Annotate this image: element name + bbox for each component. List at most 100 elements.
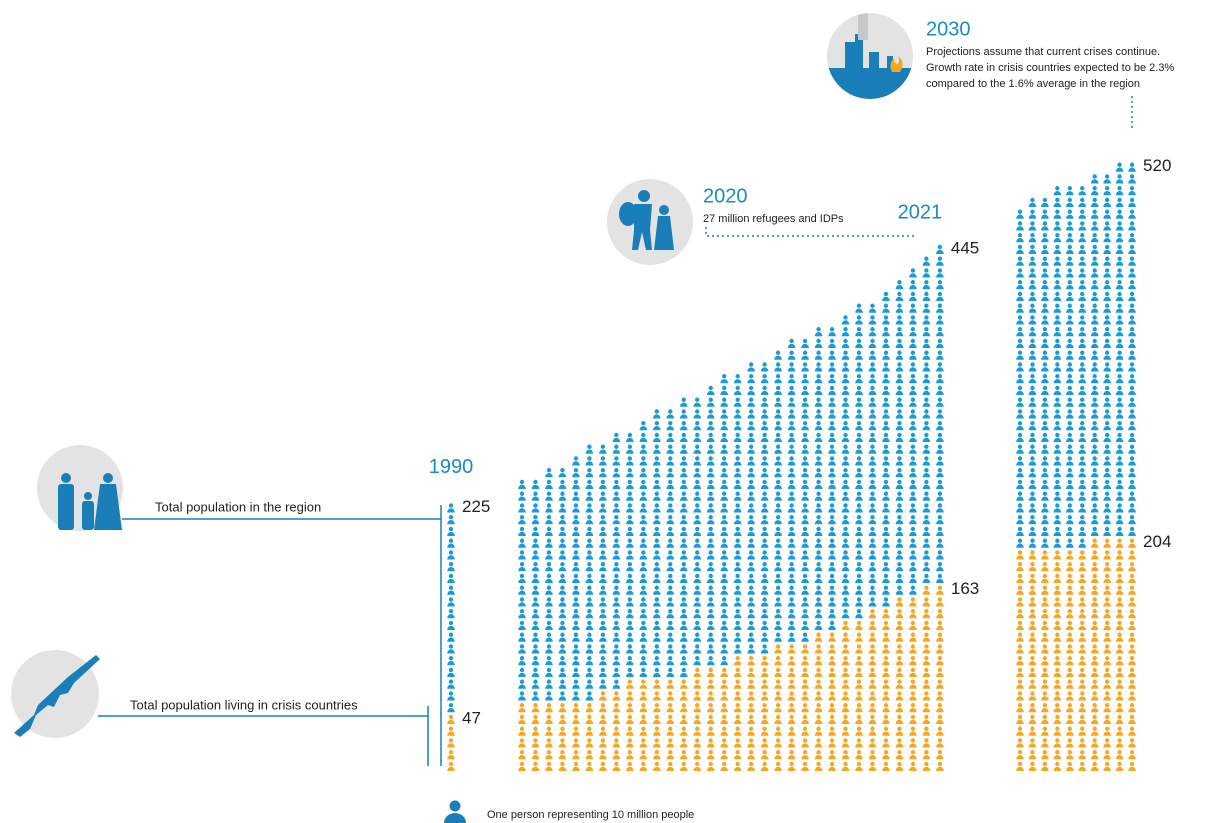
- person-icon: [733, 526, 742, 536]
- person-icon: [1090, 550, 1099, 560]
- person-icon: [1078, 550, 1087, 560]
- person-icon: [882, 703, 890, 713]
- person-icon: [760, 726, 769, 736]
- person-icon: [747, 761, 755, 771]
- person-icon: [1078, 421, 1087, 431]
- person-icon: [814, 750, 823, 760]
- person-icon: [774, 562, 782, 572]
- person-icon: [814, 609, 823, 619]
- person-icon: [1016, 691, 1024, 701]
- person-icon: [855, 538, 863, 548]
- person-icon: [855, 515, 863, 525]
- person-icon: [787, 656, 796, 666]
- person-icon: [693, 609, 702, 619]
- person-icon: [747, 726, 755, 736]
- person-icon: [1128, 597, 1136, 607]
- person-icon: [1128, 397, 1136, 407]
- person-icon: [1016, 703, 1024, 713]
- person-icon: [868, 456, 877, 466]
- person-icon: [545, 538, 553, 548]
- person-icon: [1078, 268, 1087, 278]
- person-icon: [1066, 644, 1074, 654]
- person-icon: [1028, 597, 1037, 607]
- person-icon: [909, 350, 917, 360]
- person-icon: [787, 456, 796, 466]
- person-icon: [599, 503, 607, 513]
- person-icon: [626, 468, 634, 478]
- person-icon: [747, 679, 755, 689]
- person-icon: [841, 738, 850, 748]
- person-icon: [909, 456, 917, 466]
- person-icon: [909, 691, 917, 701]
- person-icon: [1103, 656, 1111, 666]
- person-icon: [639, 503, 648, 513]
- person-icon: [1128, 679, 1136, 689]
- person-icon: [545, 656, 553, 666]
- person-icon: [1128, 609, 1136, 619]
- person-icon: [666, 609, 675, 619]
- person-icon: [1016, 714, 1024, 724]
- person-icon: [706, 761, 715, 771]
- person-icon: [706, 456, 715, 466]
- person-icon: [1078, 632, 1087, 642]
- person-icon: [1028, 397, 1037, 407]
- person-icon: [666, 468, 675, 478]
- person-icon: [706, 479, 715, 489]
- person-icon: [787, 632, 796, 642]
- person-icon: [814, 362, 823, 372]
- person-icon: [1078, 244, 1087, 254]
- person-icon: [1028, 468, 1037, 478]
- person-icon: [909, 609, 917, 619]
- person-icon: [922, 515, 931, 525]
- person-icon: [774, 444, 782, 454]
- person-icon: [1066, 327, 1074, 337]
- person-icon: [1016, 209, 1024, 219]
- person-icon: [801, 667, 809, 677]
- person-icon: [733, 738, 742, 748]
- person-icon: [612, 479, 621, 489]
- person-icon: [599, 468, 607, 478]
- person-icon: [1103, 268, 1111, 278]
- person-icon: [1115, 362, 1124, 372]
- person-icon: [1128, 291, 1136, 301]
- person-icon: [572, 620, 580, 630]
- person-icon: [626, 538, 634, 548]
- person-icon: [747, 503, 755, 513]
- person-icon: [1090, 244, 1099, 254]
- person-icon: [747, 703, 755, 713]
- person-icon: [774, 585, 782, 595]
- person-icon: [882, 421, 890, 431]
- series-label: Total population living in crisis countr…: [130, 697, 358, 712]
- person-icon: [774, 656, 782, 666]
- person-icon: [1103, 233, 1111, 243]
- person-icon: [1078, 526, 1087, 536]
- person-icon: [882, 503, 890, 513]
- person-icon: [1090, 761, 1099, 771]
- person-icon: [1128, 338, 1136, 348]
- person-icon: [1028, 362, 1037, 372]
- person-icon: [1128, 197, 1136, 207]
- person-icon: [1066, 374, 1074, 384]
- person-icon: [774, 409, 782, 419]
- person-icon: [1028, 338, 1037, 348]
- person-icon: [1090, 303, 1099, 313]
- person-icon: [518, 479, 526, 489]
- person-icon: [909, 620, 917, 630]
- person-icon: [922, 679, 931, 689]
- person-icon: [1103, 679, 1111, 689]
- person-icon: [1128, 244, 1136, 254]
- person-icon: [882, 597, 890, 607]
- person-icon: [1053, 350, 1062, 360]
- person-icon: [1115, 350, 1124, 360]
- person-icon: [895, 374, 904, 384]
- person-icon: [868, 315, 877, 325]
- person-icon: [922, 350, 931, 360]
- person-icon: [679, 397, 688, 407]
- person-icon: [841, 515, 850, 525]
- crisis-column: [531, 703, 540, 771]
- person-icon: [639, 691, 648, 701]
- person-icon: [1066, 620, 1074, 630]
- person-icon: [801, 656, 809, 666]
- person-icon: [882, 632, 890, 642]
- person-icon: [666, 479, 675, 489]
